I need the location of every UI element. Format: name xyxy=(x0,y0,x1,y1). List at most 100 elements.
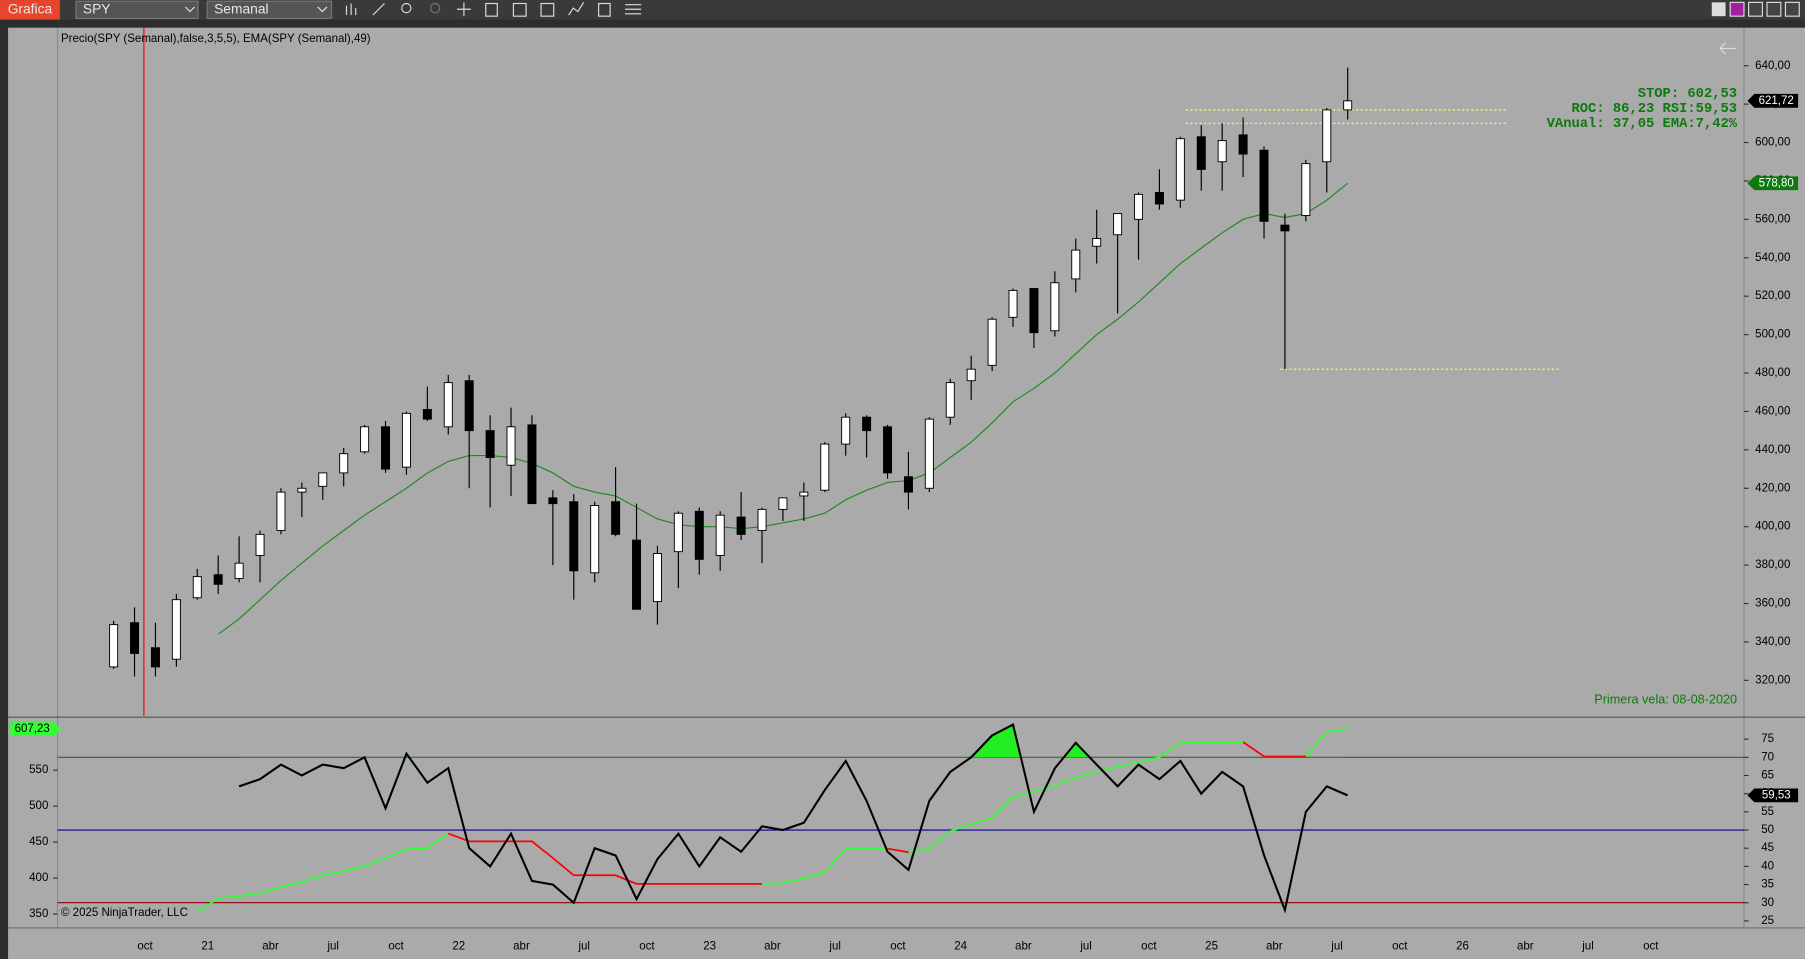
candle-body xyxy=(527,424,537,505)
candle-body xyxy=(841,416,851,445)
candle-body xyxy=(903,476,913,493)
candle-body xyxy=(464,380,474,432)
y-tick-label: 340,00 xyxy=(1755,636,1790,648)
value-tag-label: 59,53 xyxy=(1762,789,1791,801)
dropdown-arrow[interactable] xyxy=(317,6,328,13)
y-tick-label: 480,00 xyxy=(1755,367,1790,379)
y-tick-label: 520,00 xyxy=(1755,290,1790,302)
y-tick-label: 540,00 xyxy=(1755,252,1790,264)
y2-tick-label: 500 xyxy=(29,800,48,812)
window-button[interactable] xyxy=(1729,1,1745,17)
period-box[interactable] xyxy=(206,0,333,20)
x-tick-label: oct xyxy=(639,940,655,952)
candle-body xyxy=(443,382,453,428)
x-tick-label: jul xyxy=(1581,940,1594,952)
x-tick-label: oct xyxy=(890,940,906,952)
candle-body xyxy=(757,508,767,531)
icon-zoom-in[interactable] xyxy=(401,2,412,14)
value-tag xyxy=(10,722,62,736)
app-button[interactable] xyxy=(0,0,60,20)
x-tick-label: abr xyxy=(764,940,781,952)
candle-body xyxy=(130,622,140,654)
symbol-box[interactable] xyxy=(75,0,199,20)
candle-body xyxy=(1008,289,1018,318)
app-button-label[interactable]: Grafica xyxy=(8,0,53,16)
window-button[interactable] xyxy=(1784,1,1800,17)
y-tick-label: 640,00 xyxy=(1755,60,1790,72)
icon-menu[interactable] xyxy=(625,4,642,15)
candle-body xyxy=(590,505,600,574)
x-tick-label: 22 xyxy=(452,940,465,952)
candle-body xyxy=(318,472,328,487)
candle-body xyxy=(987,318,997,366)
icon-zoom-out[interactable] xyxy=(429,2,441,14)
back-arrow[interactable] xyxy=(1719,42,1736,55)
icon-indicators[interactable] xyxy=(540,2,555,17)
candle-body xyxy=(569,501,579,572)
candle-body xyxy=(673,512,683,553)
first-candle-note: Primera vela: 08-08-2020 xyxy=(1594,692,1737,706)
y-tick-label: 460,00 xyxy=(1755,405,1790,417)
icon-bars[interactable] xyxy=(345,3,357,16)
candle-body xyxy=(109,624,119,668)
candle-body xyxy=(255,533,265,556)
candle-body xyxy=(360,426,370,453)
icon-draw[interactable] xyxy=(372,3,385,16)
symbol[interactable]: SPY xyxy=(83,0,111,16)
y-tick-label: 45 xyxy=(1761,842,1774,854)
y-tick-label: 50 xyxy=(1761,824,1774,836)
y-tick-label: 30 xyxy=(1761,897,1774,909)
value-tag-label: 621,72 xyxy=(1759,95,1794,107)
x-tick-label: 26 xyxy=(1456,940,1469,952)
copyright: © 2025 NinjaTrader, LLC xyxy=(61,907,188,919)
y-tick-label: 75 xyxy=(1761,733,1774,745)
candle-body xyxy=(632,539,642,610)
candle-body xyxy=(1154,192,1164,205)
window-button[interactable] xyxy=(1766,1,1782,17)
icon-properties[interactable] xyxy=(485,2,498,17)
candle-body xyxy=(1196,136,1206,170)
x-tick-label: oct xyxy=(1643,940,1659,952)
y2-tick-label: 550 xyxy=(29,764,48,776)
window-buttons xyxy=(1711,1,1800,17)
x-tick-label: jul xyxy=(1330,940,1343,952)
toolbar xyxy=(0,0,1805,20)
candle-body xyxy=(1050,282,1060,332)
candle-body xyxy=(715,514,725,556)
y-tick-label: 420,00 xyxy=(1755,482,1790,494)
candle-body xyxy=(1071,249,1081,280)
candle-body xyxy=(1301,163,1311,216)
period[interactable]: Semanal xyxy=(214,0,268,16)
y-tick-label: 70 xyxy=(1761,751,1774,763)
window-button[interactable] xyxy=(1711,2,1726,17)
icon-crosshair[interactable] xyxy=(457,2,471,17)
y-tick-label: 25 xyxy=(1761,915,1774,927)
candle-body xyxy=(652,553,662,603)
window-button[interactable] xyxy=(1748,1,1763,17)
candle-body xyxy=(1238,134,1248,155)
candle-body xyxy=(862,416,872,432)
candle-body xyxy=(506,426,516,466)
x-tick-label: abr xyxy=(1517,940,1534,952)
y-tick-label: 600,00 xyxy=(1755,137,1790,149)
dropdown-arrow[interactable] xyxy=(184,6,195,13)
candle-body xyxy=(1092,238,1102,247)
icon-panels[interactable] xyxy=(512,2,527,17)
y2-tick-label: 450 xyxy=(29,836,48,848)
x-tick-label: abr xyxy=(1266,940,1283,952)
candle-body xyxy=(213,574,223,585)
y-tick-label: 560,00 xyxy=(1755,213,1790,225)
y2-tick-label: 350 xyxy=(29,908,48,920)
candle-body xyxy=(171,599,181,660)
x-tick-label: jul xyxy=(828,940,841,952)
icon-strategies[interactable] xyxy=(568,2,585,16)
candle-body xyxy=(1175,138,1185,201)
candle-body xyxy=(966,368,976,382)
value-tag xyxy=(1747,788,1799,803)
candle-body xyxy=(778,497,788,510)
icon-templates[interactable] xyxy=(598,2,611,17)
candle-body xyxy=(150,647,160,668)
candle-body xyxy=(1134,193,1144,220)
candle-body xyxy=(1217,140,1227,163)
